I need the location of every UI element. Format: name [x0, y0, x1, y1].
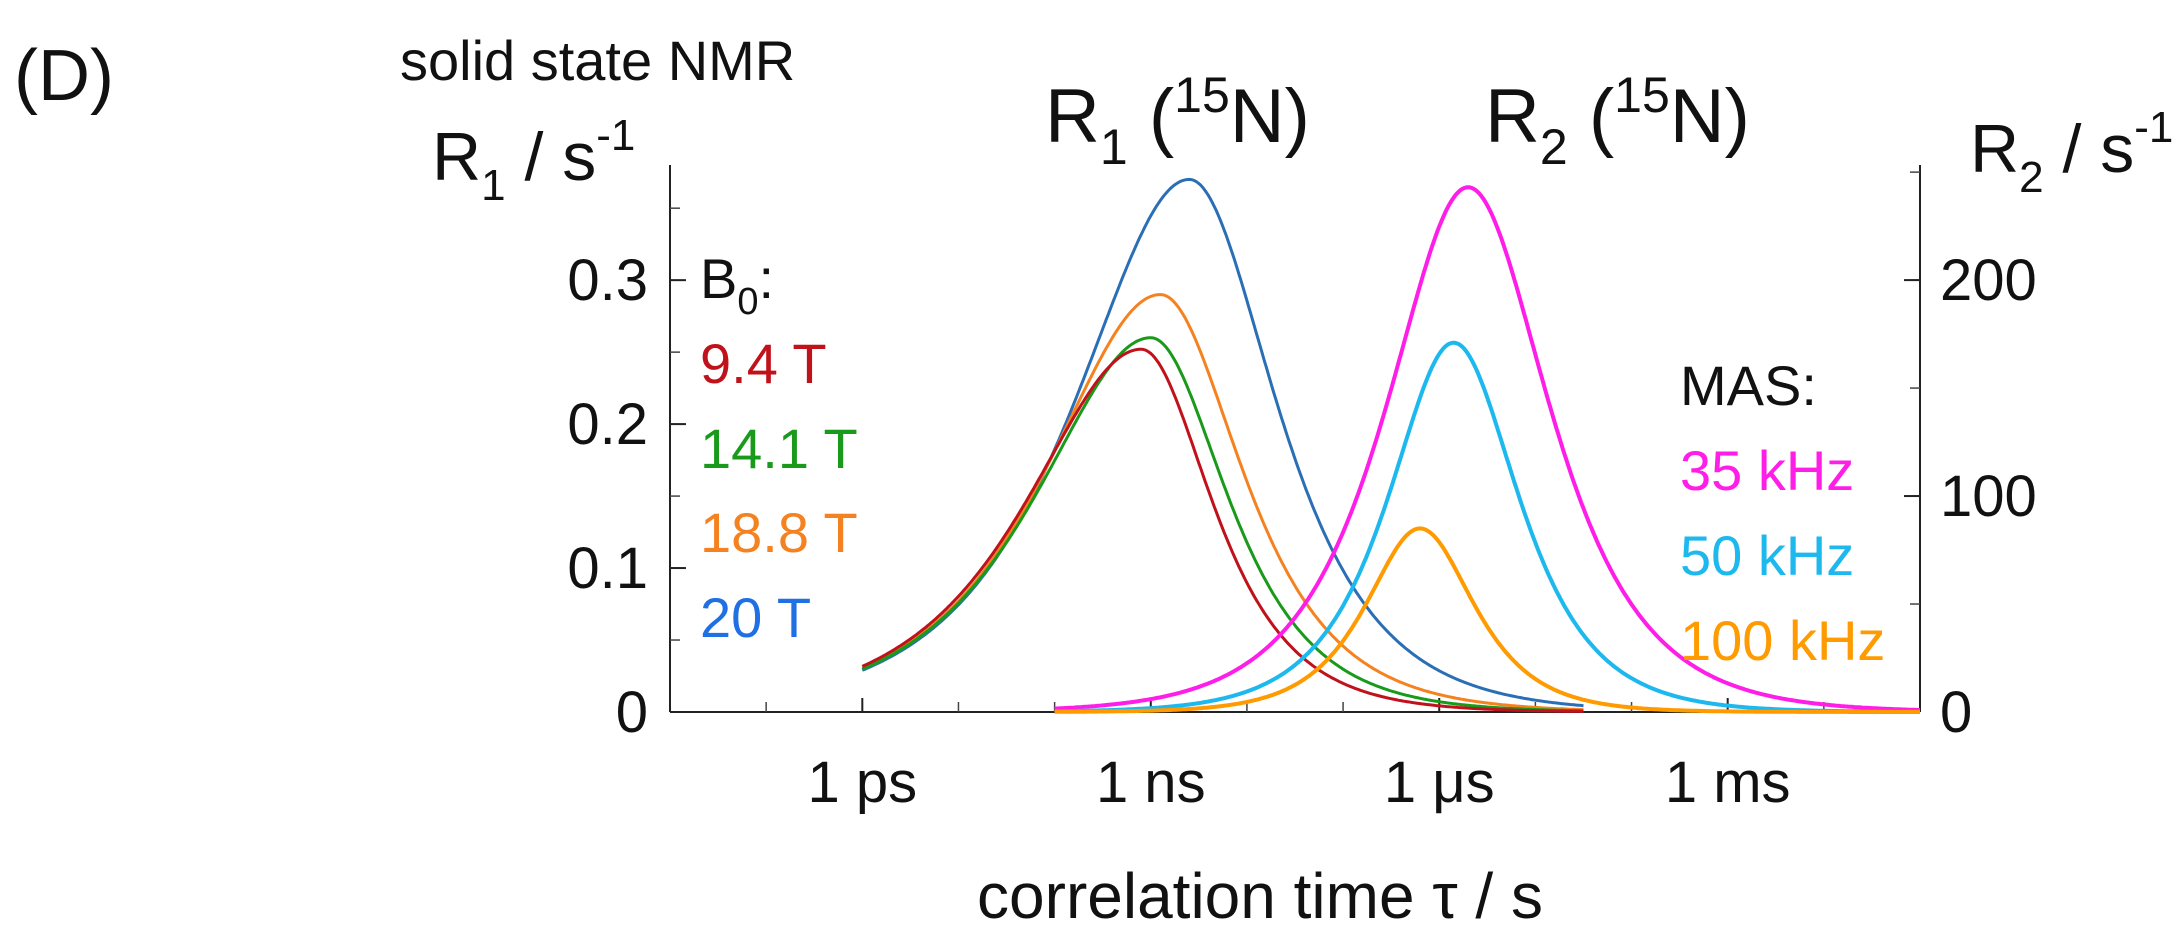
legend-entry-50-khz: 50 kHz: [1680, 524, 1854, 587]
mas-legend: MAS: 35 kHz 50 kHz 100 kHz: [1680, 354, 1885, 672]
legend-entry-14-1-t: 14.1 T: [700, 417, 858, 480]
panel-label: (D): [14, 36, 114, 116]
right-y-tick-label: 100: [1940, 464, 2037, 529]
svg-text:R1 (15N): R1 (15N): [1045, 67, 1310, 175]
b0-legend-title: B0:: [700, 247, 774, 323]
left-y-axis-label: R1 / s-1: [432, 111, 635, 210]
series-line-4: [861, 347, 1584, 713]
x-tick-label: 1 ms: [1665, 750, 1791, 815]
series-line-1: [861, 177, 1584, 708]
x-tick-label: 1 μs: [1384, 750, 1495, 815]
right-y-axis-label: R2 / s-1: [1970, 103, 2173, 202]
r1-group-title: R1 (15N): [1045, 67, 1310, 175]
svg-text:R2 (15N): R2 (15N): [1485, 67, 1750, 175]
x-axis-label: correlation time τ / s: [977, 860, 1543, 931]
chart-subtitle: solid state NMR: [400, 29, 795, 92]
r2-group-title: R2 (15N): [1485, 67, 1750, 175]
axes: 1 ps 1 ns 1 μs 1 ms 0 0.1 0.2 0.3 0 100 200: [567, 165, 2037, 815]
legend-entry-20-t: 20 T: [700, 586, 811, 649]
legend-entry-35-khz: 35 kHz: [1680, 439, 1854, 502]
series-line-5: [1054, 185, 1921, 712]
legend-entry-100-khz: 100 kHz: [1680, 609, 1885, 672]
series-line-2: [861, 293, 1584, 712]
left-y-tick-label: 0: [616, 680, 648, 745]
plot-curves: [861, 177, 1921, 714]
series-line-7: [1054, 526, 1921, 714]
svg-text:R1 / s-1: R1 / s-1: [432, 111, 635, 210]
left-y-tick-label: 0.1: [567, 536, 648, 601]
series-line-6: [1054, 340, 1921, 714]
series-line-3: [861, 336, 1584, 713]
b0-legend: B0: 9.4 T 14.1 T 18.8 T 20 T: [700, 247, 858, 649]
right-y-tick-label: 200: [1940, 248, 2037, 313]
x-tick-label: 1 ps: [807, 750, 917, 815]
svg-text:R2 / s-1: R2 / s-1: [1970, 103, 2173, 202]
legend-entry-18-8-t: 18.8 T: [700, 501, 858, 564]
legend-entry-9-4-t: 9.4 T: [700, 332, 827, 395]
mas-legend-title: MAS:: [1680, 354, 1817, 417]
left-y-tick-label: 0.3: [567, 248, 648, 313]
left-y-tick-label: 0.2: [567, 392, 648, 457]
right-y-tick-label: 0: [1940, 680, 1972, 745]
x-tick-label: 1 ns: [1096, 750, 1206, 815]
